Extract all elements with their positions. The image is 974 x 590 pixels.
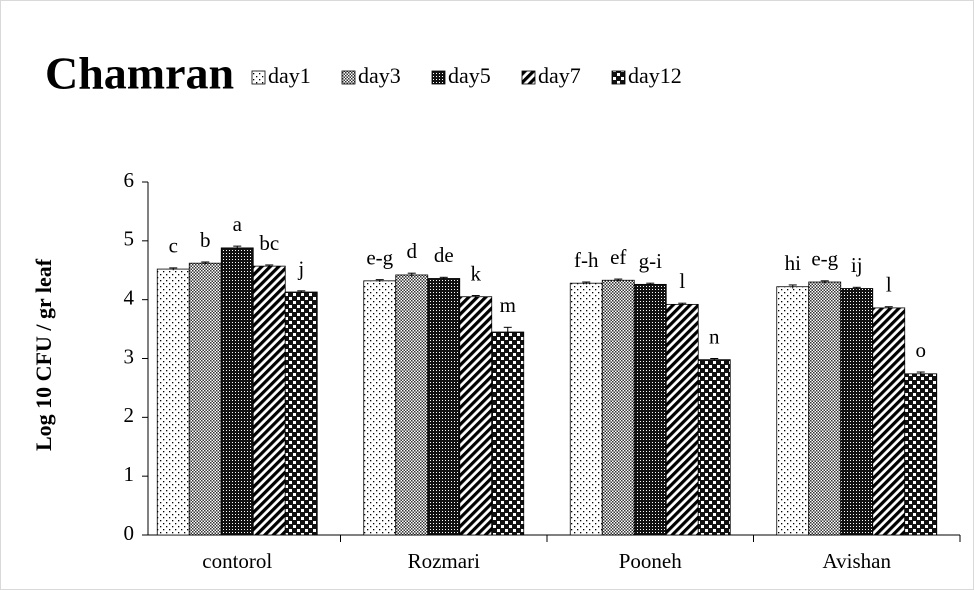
y-tick-label: 2 [124, 403, 135, 427]
bar [156, 268, 190, 536]
significance-letter: e-g [366, 245, 393, 269]
x-tick-label: Rozmari [408, 549, 480, 573]
y-tick-label: 1 [124, 462, 135, 486]
significance-letter: k [471, 261, 482, 285]
legend-label: day3 [358, 63, 401, 88]
significance-letter: hi [785, 251, 802, 275]
bar [665, 303, 699, 536]
significance-letter: f-h [574, 248, 599, 272]
bar [395, 274, 429, 536]
significance-letter: ij [851, 253, 863, 277]
significance-letter: j [297, 257, 304, 281]
bar [904, 373, 938, 536]
significance-letter: m [500, 293, 516, 317]
significance-letter: de [434, 243, 454, 267]
significance-letter: bc [259, 231, 279, 255]
bar [459, 296, 493, 536]
bar [808, 281, 842, 536]
bar [601, 279, 635, 536]
bar [188, 262, 222, 536]
y-axis-label: Log 10 CFU / gr leaf [31, 258, 56, 451]
significance-letter: a [233, 212, 243, 236]
y-tick-label: 0 [124, 521, 135, 545]
chart-title: Chamran [45, 48, 234, 99]
significance-letter: b [200, 228, 211, 252]
bar [491, 331, 525, 536]
y-tick-label: 6 [124, 168, 135, 192]
legend-swatch [521, 70, 536, 85]
y-tick-label: 5 [124, 227, 135, 251]
legend-label: day5 [448, 63, 491, 88]
significance-letter: n [709, 324, 720, 348]
bar [633, 283, 667, 536]
bar [840, 288, 874, 536]
legend-swatch [431, 70, 446, 85]
x-tick-label: contorol [202, 549, 272, 573]
bar [363, 280, 397, 536]
y-tick-label: 3 [124, 344, 135, 368]
bar [427, 278, 461, 536]
bar [872, 307, 906, 536]
significance-letter: g-i [639, 249, 662, 273]
significance-letter: e-g [811, 247, 838, 271]
legend-label: day1 [268, 63, 311, 88]
legend-swatch [611, 70, 626, 85]
x-tick-label: Avishan [823, 549, 892, 573]
significance-letter: d [407, 239, 418, 263]
bar [284, 291, 318, 536]
y-tick-label: 4 [124, 285, 135, 309]
bar [220, 247, 254, 536]
significance-letter: c [169, 234, 178, 258]
significance-letter: o [916, 338, 927, 362]
legend-label: day7 [538, 63, 581, 88]
legend-label: day12 [628, 63, 682, 88]
significance-letter: l [886, 273, 892, 297]
bar [252, 265, 286, 536]
bar [569, 282, 603, 536]
bar [776, 286, 810, 536]
x-tick-label: Pooneh [619, 549, 683, 573]
significance-letter: l [679, 269, 685, 293]
significance-letter: ef [610, 245, 626, 269]
bar [697, 359, 731, 536]
legend-swatch [251, 70, 266, 85]
legend-swatch [341, 70, 356, 85]
